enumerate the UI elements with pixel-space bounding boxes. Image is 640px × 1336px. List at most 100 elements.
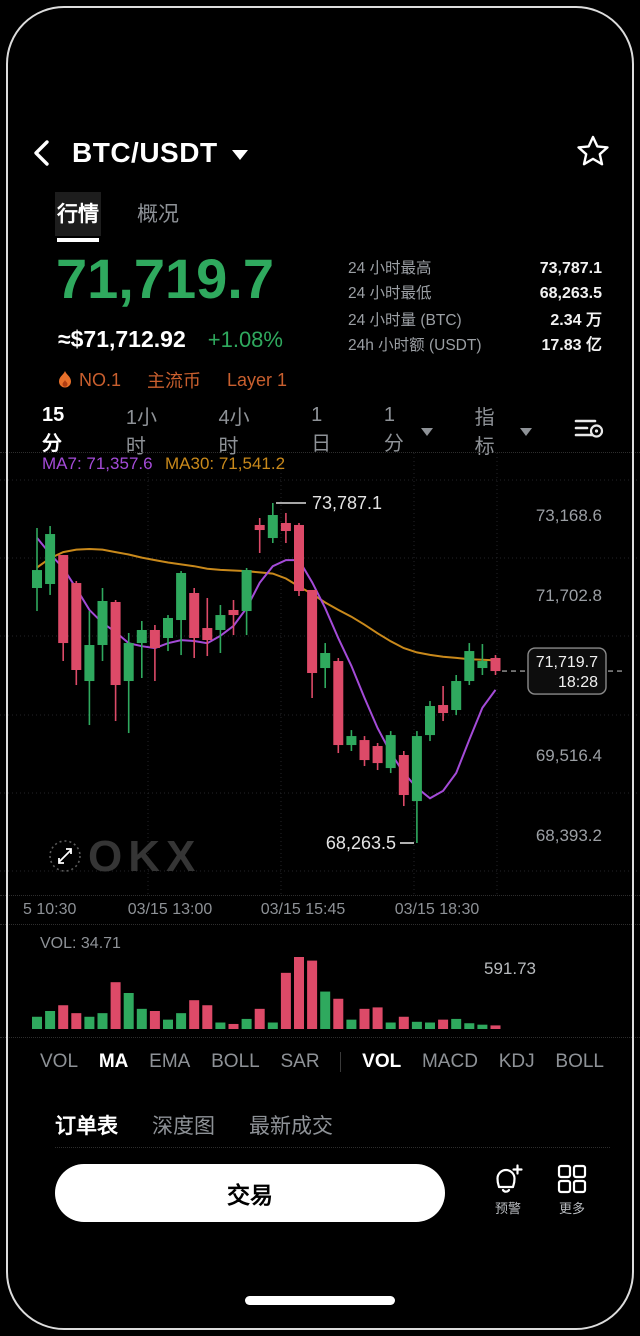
volume-bar — [136, 1008, 147, 1029]
stat-label: 24 小时最低 — [348, 285, 432, 302]
back-chevron-icon — [34, 140, 49, 166]
volume-bar — [490, 1025, 501, 1029]
alert-label: 预警 — [494, 1201, 521, 1216]
stat-value: 68,263.5 — [539, 285, 602, 302]
volume-bar — [425, 1022, 435, 1029]
current-price-tag[interactable]: 71,719.7 18:28 — [527, 647, 607, 695]
stat-row: 24h 小时额 (USDT) 17.83 亿 — [348, 331, 602, 356]
tab-trades[interactable]: 最新成交 — [249, 1115, 333, 1138]
timeframe-label: 1小时 — [125, 407, 157, 458]
change-percent: +1.08% — [207, 327, 283, 352]
candle-body — [425, 706, 435, 736]
trade-button[interactable]: 交易 — [55, 1164, 445, 1222]
timeframe-label: 1日 — [311, 404, 332, 455]
badge-label: Layer 1 — [227, 369, 288, 390]
favorite-star-icon[interactable] — [576, 134, 610, 172]
tab-depth[interactable]: 深度图 — [152, 1115, 215, 1138]
candle-body — [241, 570, 252, 612]
candle-body — [320, 653, 331, 669]
timeframe-1小时[interactable]: 1小时 — [126, 401, 177, 459]
candle-body — [346, 736, 357, 746]
stat-label: 24h 小时额 (USDT) — [348, 337, 482, 354]
tab-overview[interactable]: 概况 — [137, 203, 179, 226]
volume-bar — [228, 1023, 239, 1029]
okx-watermark: OKX — [88, 832, 201, 881]
timeframe-4小时[interactable]: 4小时 — [218, 401, 269, 459]
back-button[interactable] — [30, 136, 64, 170]
indicator-boll-sub[interactable]: BOLL — [555, 1051, 604, 1072]
volume-pane[interactable]: VOL: 34.71 591.73 — [0, 926, 640, 1038]
indicator-vol-sub[interactable]: VOL — [362, 1051, 402, 1072]
home-indicator[interactable] — [245, 1296, 395, 1305]
indicator-dropdown[interactable]: 指标 — [475, 401, 532, 459]
grid-icon — [557, 1164, 587, 1194]
volume-bar — [241, 1018, 252, 1029]
indicator-ma[interactable]: MA — [98, 1051, 129, 1072]
flame-icon — [59, 371, 71, 388]
candle-body — [490, 657, 501, 672]
candle-body — [97, 601, 108, 646]
volume-bar — [294, 957, 304, 1029]
volume-bar — [110, 982, 121, 1029]
volume-bar — [123, 993, 134, 1029]
chart-area[interactable]: OKX MA7: 71,357.6 MA30: 71,541.2 73,168.6 71… — [0, 452, 640, 896]
volume-bar — [189, 1000, 200, 1029]
candle-body — [84, 645, 95, 682]
timeframe-1日[interactable]: 1日 — [311, 404, 342, 456]
indicator-boll[interactable]: BOLL — [211, 1051, 260, 1072]
indicator-macd-sub[interactable]: MACD — [421, 1051, 478, 1072]
volume-bar — [398, 1016, 409, 1029]
badge-label: NO.1 — [79, 369, 122, 390]
candle-body — [307, 589, 318, 674]
candle-body — [32, 570, 42, 589]
chart-settings-icon[interactable] — [574, 416, 604, 445]
candle-body — [136, 629, 147, 644]
candle-body — [189, 592, 200, 638]
pair-dropdown-icon[interactable] — [231, 150, 248, 160]
tab-orderbook[interactable]: 订单表 — [55, 1115, 118, 1138]
pair-title[interactable]: BTC/USDT — [72, 137, 218, 168]
stats-panel: 24 小时最高 73,787.1 24 小时最低 68,263.5 24 小时量 (BT… — [348, 256, 602, 356]
alert-button[interactable]: 预警 — [480, 1164, 536, 1217]
more-button[interactable]: 更多 — [544, 1164, 600, 1217]
stat-value: 17.83 亿 — [541, 337, 603, 354]
volume-bar — [202, 1005, 213, 1029]
candle-body — [71, 583, 82, 671]
stat-label: 24 小时量 (BTC) — [348, 312, 462, 329]
ma7-legend: MA7: 71,357.6 — [42, 454, 153, 473]
candle-body — [372, 746, 383, 764]
candle-body — [202, 628, 213, 641]
indicator-kdj-sub[interactable]: KDJ — [498, 1051, 535, 1072]
indicator-ema[interactable]: EMA — [149, 1051, 191, 1072]
expand-chart-button[interactable] — [49, 840, 81, 872]
timeframe-label: 1分 — [383, 404, 404, 455]
volume-bar — [320, 991, 331, 1029]
candle-body — [45, 534, 56, 585]
candle-body — [176, 572, 187, 621]
badge: Layer 1 — [227, 370, 287, 391]
volume-bar — [451, 1018, 462, 1029]
volume-bar — [385, 1022, 396, 1029]
ma30-legend: MA30: 71,541.2 — [165, 454, 285, 473]
candle-body — [294, 524, 304, 592]
candle-body — [215, 615, 226, 630]
volume-bar — [176, 1013, 187, 1029]
candlestick-chart[interactable]: OKX MA7: 71,357.6 MA30: 71,541.2 73,168.6 71… — [0, 453, 640, 896]
indicator-vol[interactable]: VOL — [40, 1051, 79, 1072]
timeframe-1分[interactable]: 1分 — [384, 404, 433, 456]
candle-body — [254, 524, 265, 531]
timeframe-bar: 15分 1小时 4小时 1日 1分 指标 — [42, 404, 604, 458]
volume-chart[interactable]: VOL: 34.71 591.73 — [0, 926, 640, 1038]
timeframe-15分[interactable]: 15分 — [42, 404, 84, 456]
candle-body — [464, 651, 475, 682]
volume-bar — [438, 1019, 449, 1029]
volume-bar — [333, 998, 344, 1029]
candle-body — [110, 601, 121, 686]
tab-quotes[interactable]: 行情 — [55, 192, 101, 242]
indicator-sar[interactable]: SAR — [280, 1051, 320, 1072]
candle-body — [333, 661, 344, 746]
candle-body — [451, 681, 462, 711]
candle-body — [228, 609, 239, 616]
volume-bar — [411, 1021, 422, 1029]
y-axis-label: 69,516.4 — [536, 746, 602, 765]
